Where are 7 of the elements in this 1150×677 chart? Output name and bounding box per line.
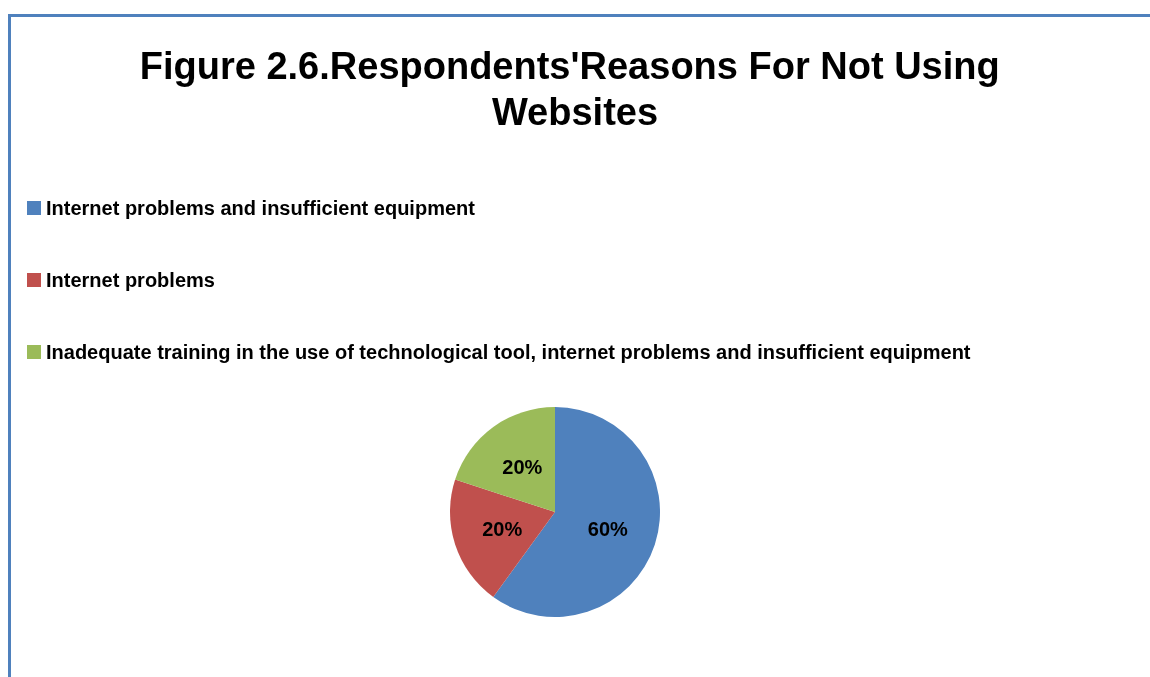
legend-label: Inadequate training in the use of technological tool, internet problems and insufficient equipment [46, 341, 971, 363]
legend-label: Internet problems [46, 269, 215, 291]
chart-title: Figure 2.6.Respondents'Reasons For Not Using Websites [139, 45, 1011, 133]
legend-label: Internet problems and insufficient equipment [46, 197, 476, 219]
data-label: 20% [482, 518, 523, 541]
data-label: 60% [587, 518, 629, 541]
data-label: 20% [502, 456, 543, 479]
